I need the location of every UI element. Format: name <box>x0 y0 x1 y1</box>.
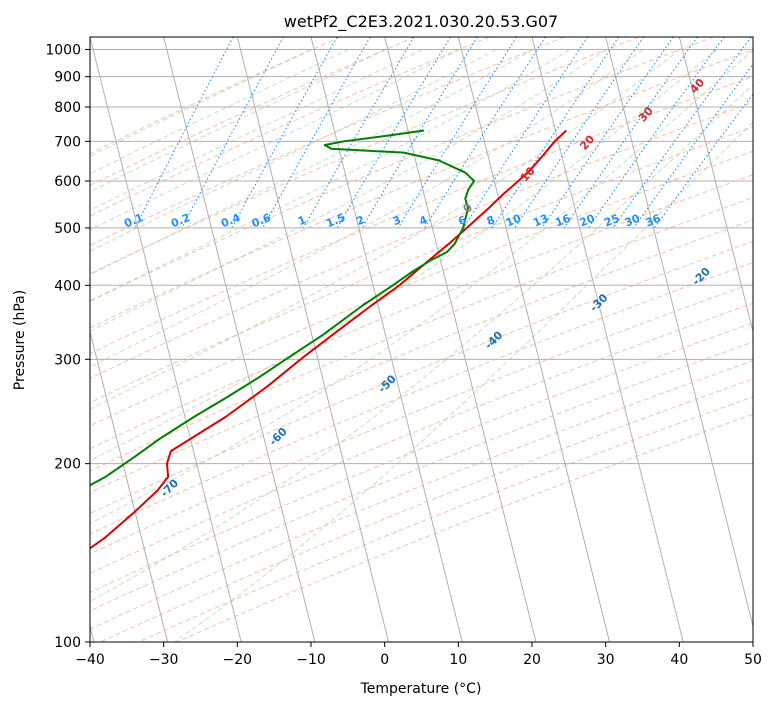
dry-adiabat-line <box>90 75 753 355</box>
mixing-ratio-label: 3 <box>391 213 403 228</box>
chart-title: wetPf2_C2E3.2021.030.20.53.G07 <box>284 12 558 32</box>
temperature-profile-line <box>90 129 567 550</box>
mixing-ratio-label: 30 <box>623 212 642 230</box>
dry-adiabat-line <box>90 174 753 450</box>
isotherm-line <box>605 37 753 629</box>
dry-adiabat-line <box>90 37 565 247</box>
moist-adiabat-line <box>90 49 718 462</box>
y-tick-label: 100 <box>54 635 81 651</box>
mixing-ratio-line <box>361 37 478 229</box>
x-tick-label: 40 <box>670 652 688 668</box>
mixing-ratio-lines <box>134 37 753 229</box>
mixing-ratio-label: 2 <box>355 213 367 228</box>
x-tick-label: −20 <box>223 652 253 668</box>
x-axis-ticks: −40 −30 −20 −10 0 10 20 30 40 50 <box>75 642 762 668</box>
moist-adiabat-line <box>90 49 349 175</box>
mixing-ratio-line <box>514 37 644 229</box>
isotherm-line <box>90 329 169 642</box>
mixing-ratio-line <box>653 93 753 229</box>
mixing-ratio-line <box>231 37 338 229</box>
isotherm-line <box>678 37 753 334</box>
y-tick-label: 700 <box>54 134 81 150</box>
mixing-ratio-label: 25 <box>602 212 621 230</box>
mixing-ratio-label: 13 <box>531 212 550 230</box>
x-tick-label: 0 <box>380 652 389 668</box>
moist-adiabat-line <box>90 49 607 332</box>
x-tick-label: 30 <box>597 652 615 668</box>
moist-adiabat-line <box>90 49 570 302</box>
dry-adiabat-line <box>90 240 753 515</box>
dry-adiabat-line <box>90 262 753 535</box>
moist-adiabat-line <box>90 49 423 211</box>
isotherm-line <box>384 37 537 642</box>
plot-frame <box>89 36 754 643</box>
mixing-ratio-line <box>563 37 698 229</box>
y-tick-label: 600 <box>54 174 81 190</box>
dry-adiabat-line <box>90 37 415 187</box>
mixing-ratio-line <box>541 37 674 229</box>
mixing-ratio-label: 36 <box>644 212 663 230</box>
mixing-ratio-label: 1 <box>296 213 308 228</box>
mixing-ratio-label: 10 <box>504 212 523 230</box>
x-tick-label: 10 <box>449 652 467 668</box>
y-tick-label: 400 <box>54 278 81 294</box>
x-axis-title: Temperature (°C) <box>360 681 482 697</box>
x-tick-label: 20 <box>523 652 541 668</box>
y-axis-title: Pressure (hPa) <box>12 290 28 390</box>
y-axis-ticks: 1000 900 800 700 600 500 400 300 200 100 <box>45 43 90 651</box>
moist-adiabats <box>90 49 753 642</box>
moist-adiabat-line <box>90 49 497 252</box>
gridlines <box>90 37 753 642</box>
isotherm-line <box>310 37 463 642</box>
dry-adiabat-line <box>90 197 753 472</box>
mixing-ratio-line <box>588 37 725 229</box>
y-tick-label: 800 <box>54 100 81 116</box>
moist-adiabat-line <box>90 49 753 525</box>
mixing-ratio-line <box>134 37 234 229</box>
x-tick-label: −30 <box>149 652 179 668</box>
mixing-ratio-line <box>397 37 518 229</box>
mixing-ratio-line <box>491 37 620 229</box>
isotherm-line <box>457 37 611 642</box>
dry-adiabat-line <box>90 219 753 494</box>
isotherm-line <box>236 37 390 642</box>
y-tick-label: 1000 <box>45 43 81 59</box>
mixing-ratio-line <box>463 37 589 229</box>
y-tick-label: 500 <box>54 221 81 237</box>
mixing-ratio-line <box>181 37 284 229</box>
dewpoint-profile-line <box>90 129 476 487</box>
isotherm-line <box>90 37 242 642</box>
moist-adiabat-line <box>173 121 753 642</box>
moist-adiabat-line <box>90 49 386 193</box>
y-tick-label: 200 <box>54 457 81 473</box>
moist-adiabat-line <box>90 49 681 410</box>
dry-adiabat-line <box>90 37 640 275</box>
mixing-ratio-label: 16 <box>553 212 572 230</box>
dry-adiabat-line <box>90 126 753 404</box>
x-tick-label: −40 <box>75 652 105 668</box>
dry-adiabat-line <box>90 150 753 427</box>
dry-adiabat-line <box>90 282 753 555</box>
x-tick-label: 50 <box>744 652 762 668</box>
dry-adiabat-line <box>90 101 753 379</box>
dry-adiabat-line <box>90 49 753 329</box>
mixing-ratio-label: 20 <box>578 212 597 230</box>
mixing-ratio-line <box>424 37 546 229</box>
moist-adiabat-line <box>90 49 644 368</box>
moist-adiabat-line <box>90 83 753 603</box>
mixing-ratio-label: 8 <box>485 213 497 228</box>
y-tick-label: 300 <box>54 352 81 368</box>
isotherm-line <box>163 37 316 642</box>
dry-adiabats <box>90 37 753 642</box>
mixing-ratio-line <box>612 37 752 229</box>
y-tick-label: 900 <box>54 70 81 86</box>
profile-series <box>90 129 567 550</box>
x-tick-label: −10 <box>296 652 326 668</box>
